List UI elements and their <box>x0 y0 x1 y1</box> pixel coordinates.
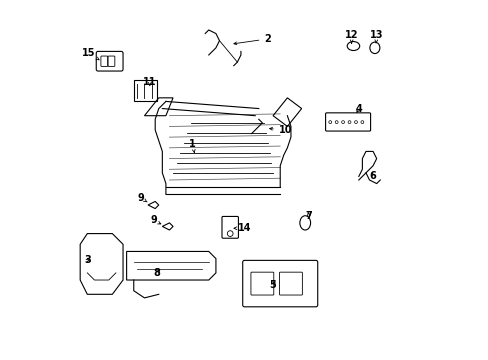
Text: 14: 14 <box>234 223 251 233</box>
Text: 3: 3 <box>84 255 90 265</box>
Text: 8: 8 <box>153 268 160 278</box>
Text: 1: 1 <box>189 139 196 152</box>
Text: 11: 11 <box>143 77 156 87</box>
Text: 12: 12 <box>344 30 358 43</box>
Text: 9: 9 <box>150 215 161 225</box>
Text: 6: 6 <box>369 171 376 181</box>
Text: 15: 15 <box>82 48 99 60</box>
Text: 10: 10 <box>269 125 292 135</box>
Text: 4: 4 <box>355 104 362 113</box>
Text: 9: 9 <box>137 193 147 203</box>
Text: 2: 2 <box>233 34 270 45</box>
Text: 5: 5 <box>269 280 276 291</box>
Text: 13: 13 <box>369 30 383 43</box>
Text: 7: 7 <box>305 211 311 221</box>
